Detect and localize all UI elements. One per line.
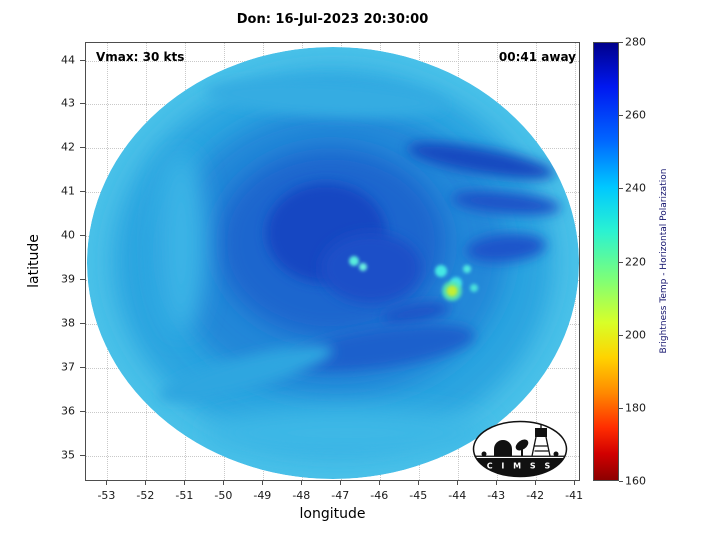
x-axis-label: longitude	[299, 506, 366, 522]
vmax-annotation: Vmax: 30 kts	[96, 50, 185, 64]
colorbar-tick-mark	[619, 115, 623, 117]
colorbar-tick-label: 160	[625, 474, 646, 488]
x-tick-mark	[496, 481, 498, 485]
y-tick-mark	[80, 103, 85, 105]
x-tick-mark	[379, 481, 381, 485]
colorbar-tick-label: 180	[625, 401, 646, 415]
x-tick-mark	[223, 481, 225, 485]
y-tick-mark	[80, 322, 85, 324]
x-tick-mark	[418, 481, 420, 485]
x-tick-label: -45	[409, 489, 428, 502]
x-tick-mark	[184, 481, 186, 485]
x-tick-mark	[574, 481, 576, 485]
x-tick-label: -52	[136, 489, 155, 502]
logo-text: C I M S S	[487, 462, 553, 471]
x-tick-mark	[106, 481, 108, 485]
x-tick-label: -51	[175, 489, 194, 502]
x-tick-label: -47	[331, 489, 350, 502]
colorbar-gradient	[594, 43, 618, 480]
y-tick-label: 44	[61, 53, 75, 67]
y-tick-label: 39	[61, 272, 75, 286]
time-away-annotation: 00:41 away	[498, 50, 576, 64]
colorbar-tick-mark	[619, 334, 623, 336]
x-tick-mark	[535, 481, 537, 485]
colorbar-label: Brightness Temp - Horizontal Polarizatio…	[659, 168, 669, 354]
y-axis-label: latitude	[26, 234, 42, 288]
cimss-logo: C I M S S	[472, 420, 568, 478]
colorbar-tick-label: 200	[625, 328, 646, 342]
page-title: Don: 16-Jul-2023 20:30:00	[236, 12, 429, 27]
x-tick-mark	[145, 481, 147, 485]
x-tick-label: -50	[214, 489, 233, 502]
x-tick-label: -48	[292, 489, 311, 502]
x-tick-label: -44	[448, 489, 467, 502]
colorbar-tick-label: 240	[625, 181, 646, 195]
x-tick-label: -43	[487, 489, 506, 502]
y-tick-mark	[80, 191, 85, 193]
x-tick-mark	[457, 481, 459, 485]
colorbar-tick-mark	[619, 261, 623, 263]
y-tick-label: 42	[61, 140, 75, 154]
y-tick-mark	[80, 366, 85, 368]
y-tick-label: 36	[61, 404, 75, 418]
y-tick-mark	[80, 279, 85, 281]
y-tick-mark	[80, 147, 85, 149]
x-tick-label: -46	[370, 489, 389, 502]
y-tick-label: 35	[61, 448, 75, 462]
x-tick-mark	[301, 481, 303, 485]
colorbar-tick-mark	[619, 481, 623, 482]
colorbar-tick-label: 220	[625, 255, 646, 268]
colorbar-tick-mark	[619, 188, 623, 190]
colorbar-tick-label: 280	[625, 35, 646, 49]
x-tick-label: -42	[526, 489, 545, 502]
x-tick-label: -49	[253, 489, 272, 502]
y-tick-label: 38	[61, 316, 75, 330]
y-tick-label: 43	[61, 96, 75, 110]
x-tick-mark	[340, 481, 342, 485]
colorbar	[593, 42, 619, 481]
y-tick-label: 40	[61, 228, 75, 242]
y-tick-label: 41	[61, 184, 75, 198]
storm-brightness-temp-image	[87, 47, 579, 479]
colorbar-tick-label: 260	[625, 108, 646, 122]
x-tick-mark	[262, 481, 264, 485]
x-tick-label: -41	[565, 489, 584, 502]
colorbar-tick-mark	[619, 407, 623, 409]
plot-area	[85, 42, 580, 481]
y-tick-label: 37	[61, 360, 75, 374]
logo-skyline	[473, 424, 567, 477]
y-tick-mark	[80, 235, 85, 237]
colorbar-tick-mark	[619, 42, 623, 43]
y-tick-mark	[80, 59, 85, 61]
x-tick-label: -53	[97, 489, 116, 502]
y-tick-mark	[80, 410, 85, 412]
y-tick-mark	[80, 454, 85, 456]
